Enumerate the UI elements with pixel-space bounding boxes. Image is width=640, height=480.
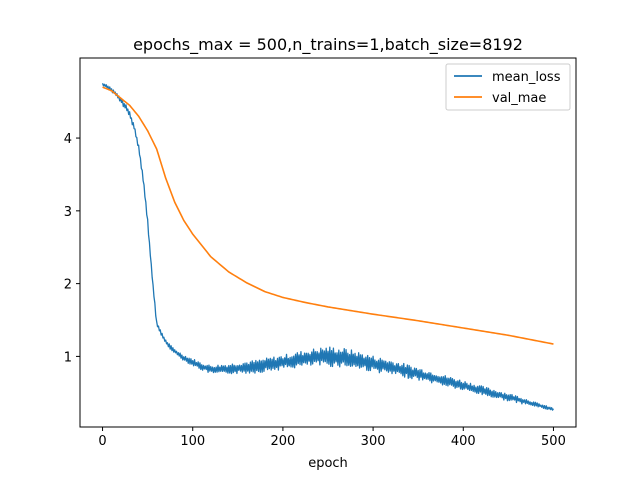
x-tick-label: 400 [451,434,476,449]
x-tick-label: 300 [361,434,386,449]
legend-label-mean-loss: mean_loss [492,70,561,85]
x-tick-label: 0 [98,434,106,449]
axis-ticks: 0 100 200 300 400 500 1 2 3 4 [64,132,566,449]
legend-label-val-mae: val_mae [492,91,546,106]
y-tick-label: 3 [64,205,72,220]
x-tick-label: 500 [541,434,566,449]
y-tick-label: 4 [64,132,72,147]
axes-frame [79,57,577,428]
x-tick-label: 100 [180,434,205,449]
y-tick-label: 2 [64,278,72,293]
plot-area [101,83,555,411]
x-axis-title: epoch [308,456,348,471]
chart-title: epochs_max = 500,n_trains=1,batch_size=8… [133,35,523,55]
series-line-val-mae [102,86,554,345]
x-tick-label: 200 [270,434,295,449]
legend: mean_loss val_mae [445,63,571,111]
y-tick-label: 1 [64,350,72,365]
series-line-mean-loss [101,83,555,411]
